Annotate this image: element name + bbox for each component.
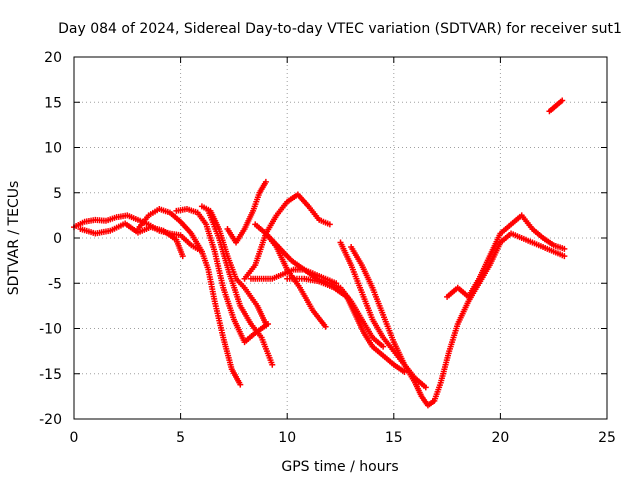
series-arc-c xyxy=(134,206,244,388)
data-point xyxy=(561,245,568,252)
marks-layer xyxy=(71,97,568,409)
data-point xyxy=(262,320,269,327)
data-point xyxy=(380,343,387,350)
grid-layer xyxy=(74,57,607,419)
y-tick-label: -20 xyxy=(39,412,62,428)
x-tick-label: 5 xyxy=(176,430,185,446)
data-point xyxy=(322,323,329,330)
chart-title: Day 084 of 2024, Sidereal Day-to-day VTE… xyxy=(58,21,622,37)
data-point xyxy=(422,384,429,391)
series-arc-b xyxy=(77,220,186,260)
series-arc-k xyxy=(262,230,387,350)
y-tick-label: -5 xyxy=(48,276,62,292)
data-point xyxy=(269,361,276,368)
data-point xyxy=(561,253,568,260)
series-arc-g xyxy=(224,178,269,246)
x-tick-label: 25 xyxy=(598,430,616,446)
y-tick-label: 15 xyxy=(44,95,62,111)
y-tick-label: 20 xyxy=(44,50,62,66)
data-point xyxy=(262,178,269,185)
series-arc-m xyxy=(337,239,429,391)
x-axis-label: GPS time / hours xyxy=(281,459,398,475)
plot-frame xyxy=(73,56,608,420)
series-arc-p xyxy=(546,97,566,115)
x-tick-label: 15 xyxy=(385,430,403,446)
axes-layer: 0 5 10 15 20 25 -20 -15 -10 -5 0 5 10 15 20 xyxy=(39,50,616,446)
series-arc-d xyxy=(173,206,272,346)
y-tick-label: 5 xyxy=(53,186,62,202)
data-point xyxy=(559,97,566,104)
series-arc-l xyxy=(284,275,408,375)
series-arc-n xyxy=(348,230,568,409)
series-arc-e xyxy=(198,203,269,327)
data-point xyxy=(179,253,186,260)
x-tick-label: 0 xyxy=(70,430,79,446)
data-point xyxy=(237,381,244,388)
y-tick-label: -10 xyxy=(39,322,62,338)
series-arc-o xyxy=(444,212,568,300)
data-point xyxy=(326,221,333,228)
y-tick-label: -15 xyxy=(39,367,62,383)
data-point xyxy=(401,368,408,375)
x-tick-label: 20 xyxy=(491,430,509,446)
series-arc-f xyxy=(205,207,276,368)
y-axis-label: SDTVAR / TECUs xyxy=(6,181,22,296)
y-tick-label: 10 xyxy=(44,141,62,157)
x-tick-label: 10 xyxy=(278,430,296,446)
series-arc-h xyxy=(241,191,333,282)
y-tick-label: 0 xyxy=(53,231,62,247)
